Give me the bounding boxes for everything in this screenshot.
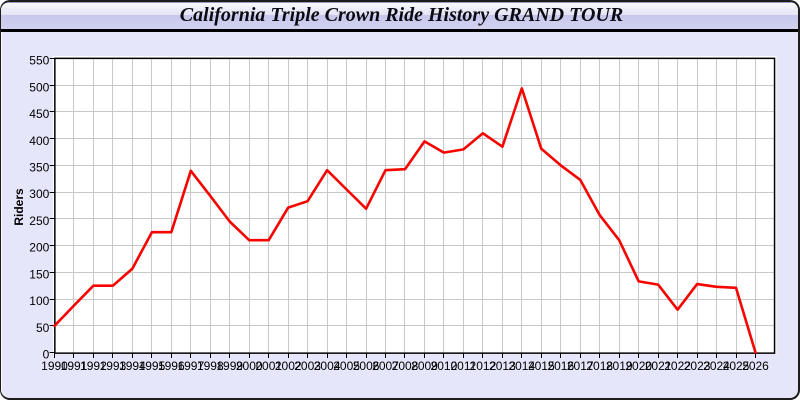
svg-text:2013: 2013 [489, 359, 516, 373]
svg-text:1997: 1997 [177, 359, 204, 373]
svg-text:Riders: Riders [12, 188, 26, 226]
svg-text:2000: 2000 [236, 359, 263, 373]
svg-text:2022: 2022 [664, 359, 691, 373]
svg-text:2017: 2017 [567, 359, 594, 373]
svg-text:2010: 2010 [431, 359, 458, 373]
svg-text:1996: 1996 [158, 359, 185, 373]
svg-text:2001: 2001 [255, 359, 282, 373]
svg-text:1990: 1990 [41, 359, 68, 373]
svg-text:2009: 2009 [411, 359, 438, 373]
svg-text:2018: 2018 [586, 359, 613, 373]
svg-text:1991: 1991 [61, 359, 88, 373]
svg-text:100: 100 [29, 294, 49, 308]
svg-text:2015: 2015 [528, 359, 555, 373]
svg-text:350: 350 [29, 161, 49, 175]
svg-text:2016: 2016 [547, 359, 574, 373]
svg-text:400: 400 [29, 134, 49, 148]
svg-text:300: 300 [29, 187, 49, 201]
svg-text:1998: 1998 [197, 359, 224, 373]
svg-text:2002: 2002 [275, 359, 302, 373]
svg-text:2003: 2003 [294, 359, 321, 373]
svg-text:1999: 1999 [216, 359, 243, 373]
svg-text:2019: 2019 [606, 359, 633, 373]
svg-text:500: 500 [29, 80, 49, 94]
svg-text:2014: 2014 [508, 359, 535, 373]
svg-text:150: 150 [29, 267, 49, 281]
svg-text:1995: 1995 [139, 359, 166, 373]
svg-text:2008: 2008 [392, 359, 419, 373]
svg-text:2005: 2005 [333, 359, 360, 373]
svg-text:50: 50 [36, 321, 50, 335]
svg-text:550: 550 [29, 54, 49, 68]
svg-text:2024: 2024 [703, 359, 730, 373]
svg-text:2012: 2012 [470, 359, 497, 373]
svg-text:1992: 1992 [80, 359, 107, 373]
svg-text:450: 450 [29, 107, 49, 121]
svg-text:200: 200 [29, 241, 49, 255]
svg-text:250: 250 [29, 214, 49, 228]
svg-text:2020: 2020 [625, 359, 652, 373]
svg-text:2007: 2007 [372, 359, 399, 373]
svg-text:2026: 2026 [742, 359, 769, 373]
svg-text:2021: 2021 [645, 359, 672, 373]
svg-text:2011: 2011 [450, 359, 476, 373]
svg-text:2006: 2006 [353, 359, 380, 373]
svg-text:1993: 1993 [100, 359, 127, 373]
svg-text:1994: 1994 [119, 359, 146, 373]
svg-text:2004: 2004 [314, 359, 341, 373]
svg-text:0: 0 [43, 348, 50, 362]
svg-text:2023: 2023 [684, 359, 711, 373]
svg-text:2025: 2025 [723, 359, 750, 373]
